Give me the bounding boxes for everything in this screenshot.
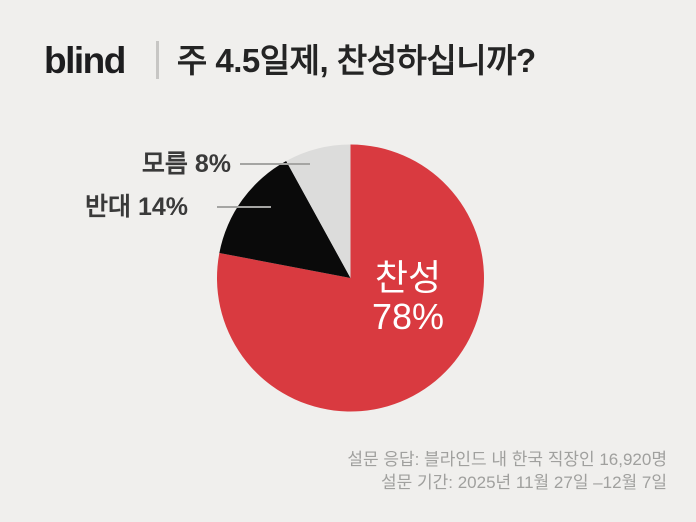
blind-logo: blind [44,39,126,81]
label-oppose: 반대 14% [85,193,188,221]
pie-slice-agree [216,144,484,412]
survey-note: 설문 응답: 블라인드 내 한국 직장인 16,920명 설문 기간: 2025… [347,448,667,494]
label-agree-percent: 78% [371,296,445,337]
page-title: 주 4.5일제, 찬성하십니까? [176,41,536,79]
leader-line-oppose [217,206,271,208]
leader-line-unknown [240,163,310,165]
header-divider [155,41,159,79]
label-agree: 찬성 78% [372,258,444,336]
pie-slice-unknown [286,144,351,278]
label-unknown: 모름 8% [141,150,231,178]
header: blind 주 4.5일제, 찬성하십니까? [44,38,536,82]
survey-period: 설문 기간: 2025년 11월 27일 –12월 7일 [380,473,667,492]
survey-respondents: 설문 응답: 블라인드 내 한국 직장인 16,920명 [347,450,667,469]
label-agree-name: 찬성 [374,257,442,298]
pie-slice-oppose [219,161,351,278]
